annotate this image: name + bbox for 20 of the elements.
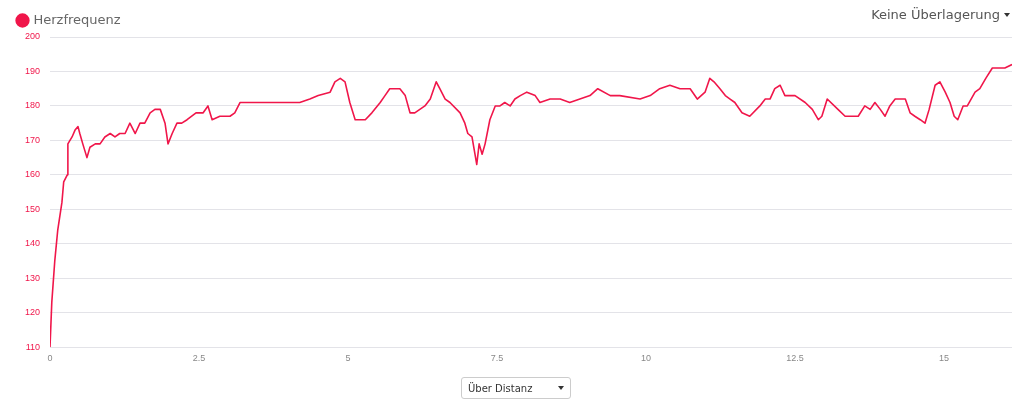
y-tick-label: 140 [24,238,40,249]
y-tick-label: 170 [24,134,40,145]
text: Keine Überlagerung [871,7,1000,22]
x-tick-label: 7.5 [490,353,504,364]
y-tick-label: 200 [24,31,40,42]
y-tick-label: 160 [24,169,40,180]
x-tick-label: 5 [345,353,351,364]
text: Über Distanz [468,382,533,394]
y-tick-label: 150 [24,203,40,214]
y-tick-label: 130 [24,272,40,283]
x-tick-label: 0 [47,353,53,364]
legend-label: Herzfrequenz [33,11,121,27]
x-tick-label: 12.5 [786,353,804,364]
y-tick-label: 180 [24,100,40,111]
y-tick-label: 120 [24,307,40,318]
x-tick-label: 15 [939,353,950,364]
y-tick-label: 110 [25,341,40,352]
x-tick-label: 10 [641,353,652,364]
y-tick-label: 190 [24,65,40,76]
x-tick-label: 2.5 [192,353,206,364]
